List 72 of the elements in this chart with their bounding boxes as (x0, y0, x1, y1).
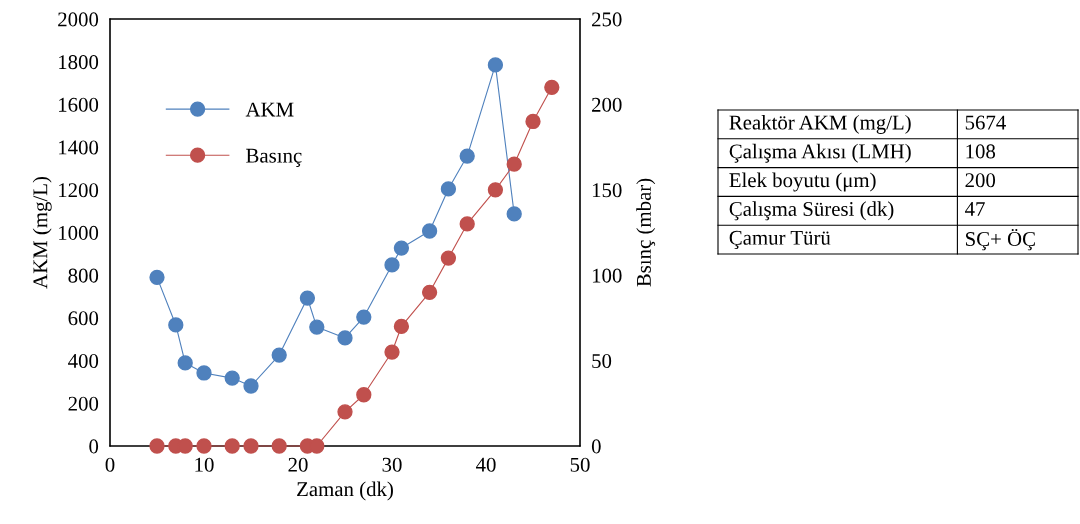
y-tick-label: 400 (68, 353, 99, 369)
y2-tick-label: 0 (591, 439, 601, 454)
text: 108 (966, 144, 996, 159)
point (459, 216, 475, 232)
point (299, 290, 316, 306)
point (177, 355, 193, 371)
point (243, 378, 259, 394)
point (309, 319, 325, 335)
point (506, 156, 522, 172)
point (506, 206, 522, 222)
y-tick-label: 2000 (58, 12, 99, 27)
y-tick-label: 1600 (59, 97, 99, 112)
y2-tick-label: 150 (592, 183, 622, 198)
y2-tick-label: 50 (592, 353, 612, 369)
x-tick-label: 10 (195, 457, 214, 472)
point (337, 330, 353, 346)
legend-label: Basınç (246, 148, 302, 167)
point (168, 317, 184, 333)
point (421, 223, 438, 239)
point (421, 284, 438, 300)
point (196, 438, 212, 454)
point (149, 438, 165, 454)
point (384, 257, 400, 273)
text: Çalışma Süresi (dk) (729, 201, 894, 221)
point (243, 438, 259, 454)
point (271, 438, 287, 454)
y-tick-label: 200 (68, 396, 99, 411)
point (440, 181, 457, 197)
x-tick-label: 0 (105, 457, 115, 472)
point (525, 113, 541, 130)
text: 47 (965, 202, 985, 216)
text: Elek boyutu (μm) (729, 172, 876, 192)
x-tick-label: 50 (570, 457, 590, 472)
x-tick-label: 30 (382, 457, 402, 472)
y-tick-label: 600 (68, 311, 99, 326)
y-tick-label: 1000 (59, 225, 99, 240)
y2-tick-label: 100 (592, 268, 622, 283)
point (196, 365, 212, 381)
y2-tick-label: 200 (592, 97, 622, 112)
legend-label: AKM (245, 102, 294, 117)
point (356, 309, 372, 325)
text: Çalışma Akısı (LMH) (729, 143, 911, 163)
point (384, 344, 400, 360)
y-axis-title: AKM (mg/L) (32, 177, 52, 289)
text: 5674 (965, 115, 1006, 130)
point (459, 148, 475, 164)
text: 200 (965, 173, 996, 188)
point (487, 57, 504, 73)
y-tick-label: 1800 (59, 55, 99, 70)
x-axis-title: Zaman (dk) (297, 481, 393, 501)
x-tick-label: 20 (288, 457, 308, 472)
point (487, 182, 504, 198)
text: Reaktör AKM (mg/L) (729, 114, 911, 134)
y-tick-label: 0 (89, 439, 99, 454)
text: Çamur Türü (729, 230, 831, 250)
point (337, 404, 353, 420)
x-tick-label: 40 (475, 457, 496, 472)
point (544, 79, 560, 95)
point (440, 250, 457, 266)
point (393, 318, 410, 335)
point (224, 438, 240, 454)
y-tick-label: 800 (68, 268, 99, 283)
point (149, 269, 165, 285)
y-tick-label: 1200 (59, 183, 99, 198)
point (393, 240, 410, 256)
y2-tick-label: 250 (592, 12, 622, 27)
y-tick-label: 1400 (59, 140, 99, 155)
point (356, 387, 372, 403)
point (224, 370, 240, 386)
y2-axis-title: Bsınç (mbar) (636, 178, 656, 287)
text: SÇ+ ÖÇ (965, 228, 1035, 251)
point (271, 347, 287, 363)
